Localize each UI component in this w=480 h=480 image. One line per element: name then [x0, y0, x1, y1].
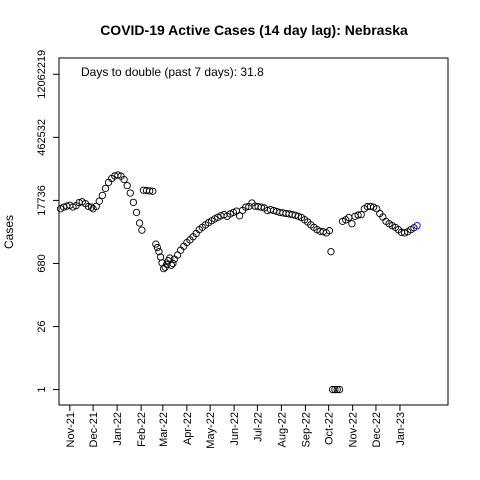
y-tick-label: 1: [36, 386, 48, 392]
data-point: [138, 226, 146, 234]
x-tick-label: Aug-22: [276, 412, 288, 447]
data-point: [354, 211, 362, 219]
x-tick-label: Dec-21: [88, 412, 100, 447]
x-tick-label: Apr-22: [182, 412, 194, 445]
x-tick-label: Nov-22: [348, 412, 360, 447]
x-tick-label: Jan-23: [395, 412, 407, 446]
data-point: [120, 175, 128, 184]
x-tick-label: Sep-22: [300, 412, 312, 447]
data-point: [235, 212, 244, 220]
y-axis-title: Cases: [2, 215, 16, 249]
doubling-annotation: Days to double (past 7 days): 31.8: [81, 65, 264, 79]
data-point: [242, 203, 250, 211]
x-tick-label: Jan-22: [112, 412, 124, 446]
data-point: [149, 187, 157, 195]
x-axis: Nov-21 Dec-21 Jan-22 Feb-22 Mar-22 Apr-22 May-…: [65, 404, 407, 449]
y-tick-label: 12062219: [36, 50, 48, 99]
y-tick-label: 680: [36, 254, 48, 272]
data-point: [92, 202, 100, 211]
data-point: [84, 202, 93, 211]
data-point: [348, 220, 356, 228]
data-point: [87, 203, 96, 211]
latest-data-point: [413, 222, 421, 230]
plot-frame: [58, 57, 449, 406]
x-tick-label: Feb-22: [136, 412, 148, 447]
data-point: [159, 264, 168, 273]
y-tick-label: 462532: [36, 119, 48, 156]
data-point: [335, 385, 344, 394]
y-axis: 1 26 680 17736 462532 12062219: [36, 50, 60, 393]
data-point: [327, 248, 335, 256]
data-point: [257, 203, 265, 211]
data-point: [166, 254, 174, 262]
data-point: [169, 259, 177, 268]
x-tick-label: Jul-22: [252, 412, 264, 442]
data-points: [56, 171, 421, 394]
data-point: [114, 171, 122, 179]
data-point: [95, 197, 103, 205]
data-point: [155, 248, 163, 256]
x-tick-label: Mar-22: [158, 412, 170, 447]
x-tick-label: May-22: [205, 412, 217, 449]
chart-title: COVID-19 Active Cases (14 day lag): Nebr…: [100, 22, 408, 38]
x-tick-label: Nov-21: [65, 412, 77, 447]
data-point: [357, 210, 365, 219]
data-point: [400, 229, 409, 237]
data-point: [291, 211, 299, 219]
data-point: [135, 219, 144, 227]
data-point: [129, 198, 138, 207]
data-point: [152, 240, 160, 248]
data-point: [333, 385, 341, 394]
data-point: [331, 385, 339, 394]
x-tick-label: Oct-22: [324, 412, 336, 445]
data-point: [126, 189, 134, 197]
data-point: [132, 208, 141, 217]
data-point: [366, 202, 375, 211]
y-tick-label: 17736: [36, 185, 48, 216]
data-point: [146, 187, 154, 195]
data-point: [101, 184, 110, 193]
data-point: [98, 191, 107, 200]
data-point: [167, 261, 176, 269]
data-point: [328, 385, 337, 394]
x-tick-label: Jun-22: [229, 412, 241, 446]
data-point: [153, 243, 162, 252]
data-point: [325, 227, 334, 235]
data-point: [123, 182, 131, 190]
y-tick-label: 26: [36, 320, 48, 332]
x-tick-label: Dec-22: [371, 412, 383, 447]
